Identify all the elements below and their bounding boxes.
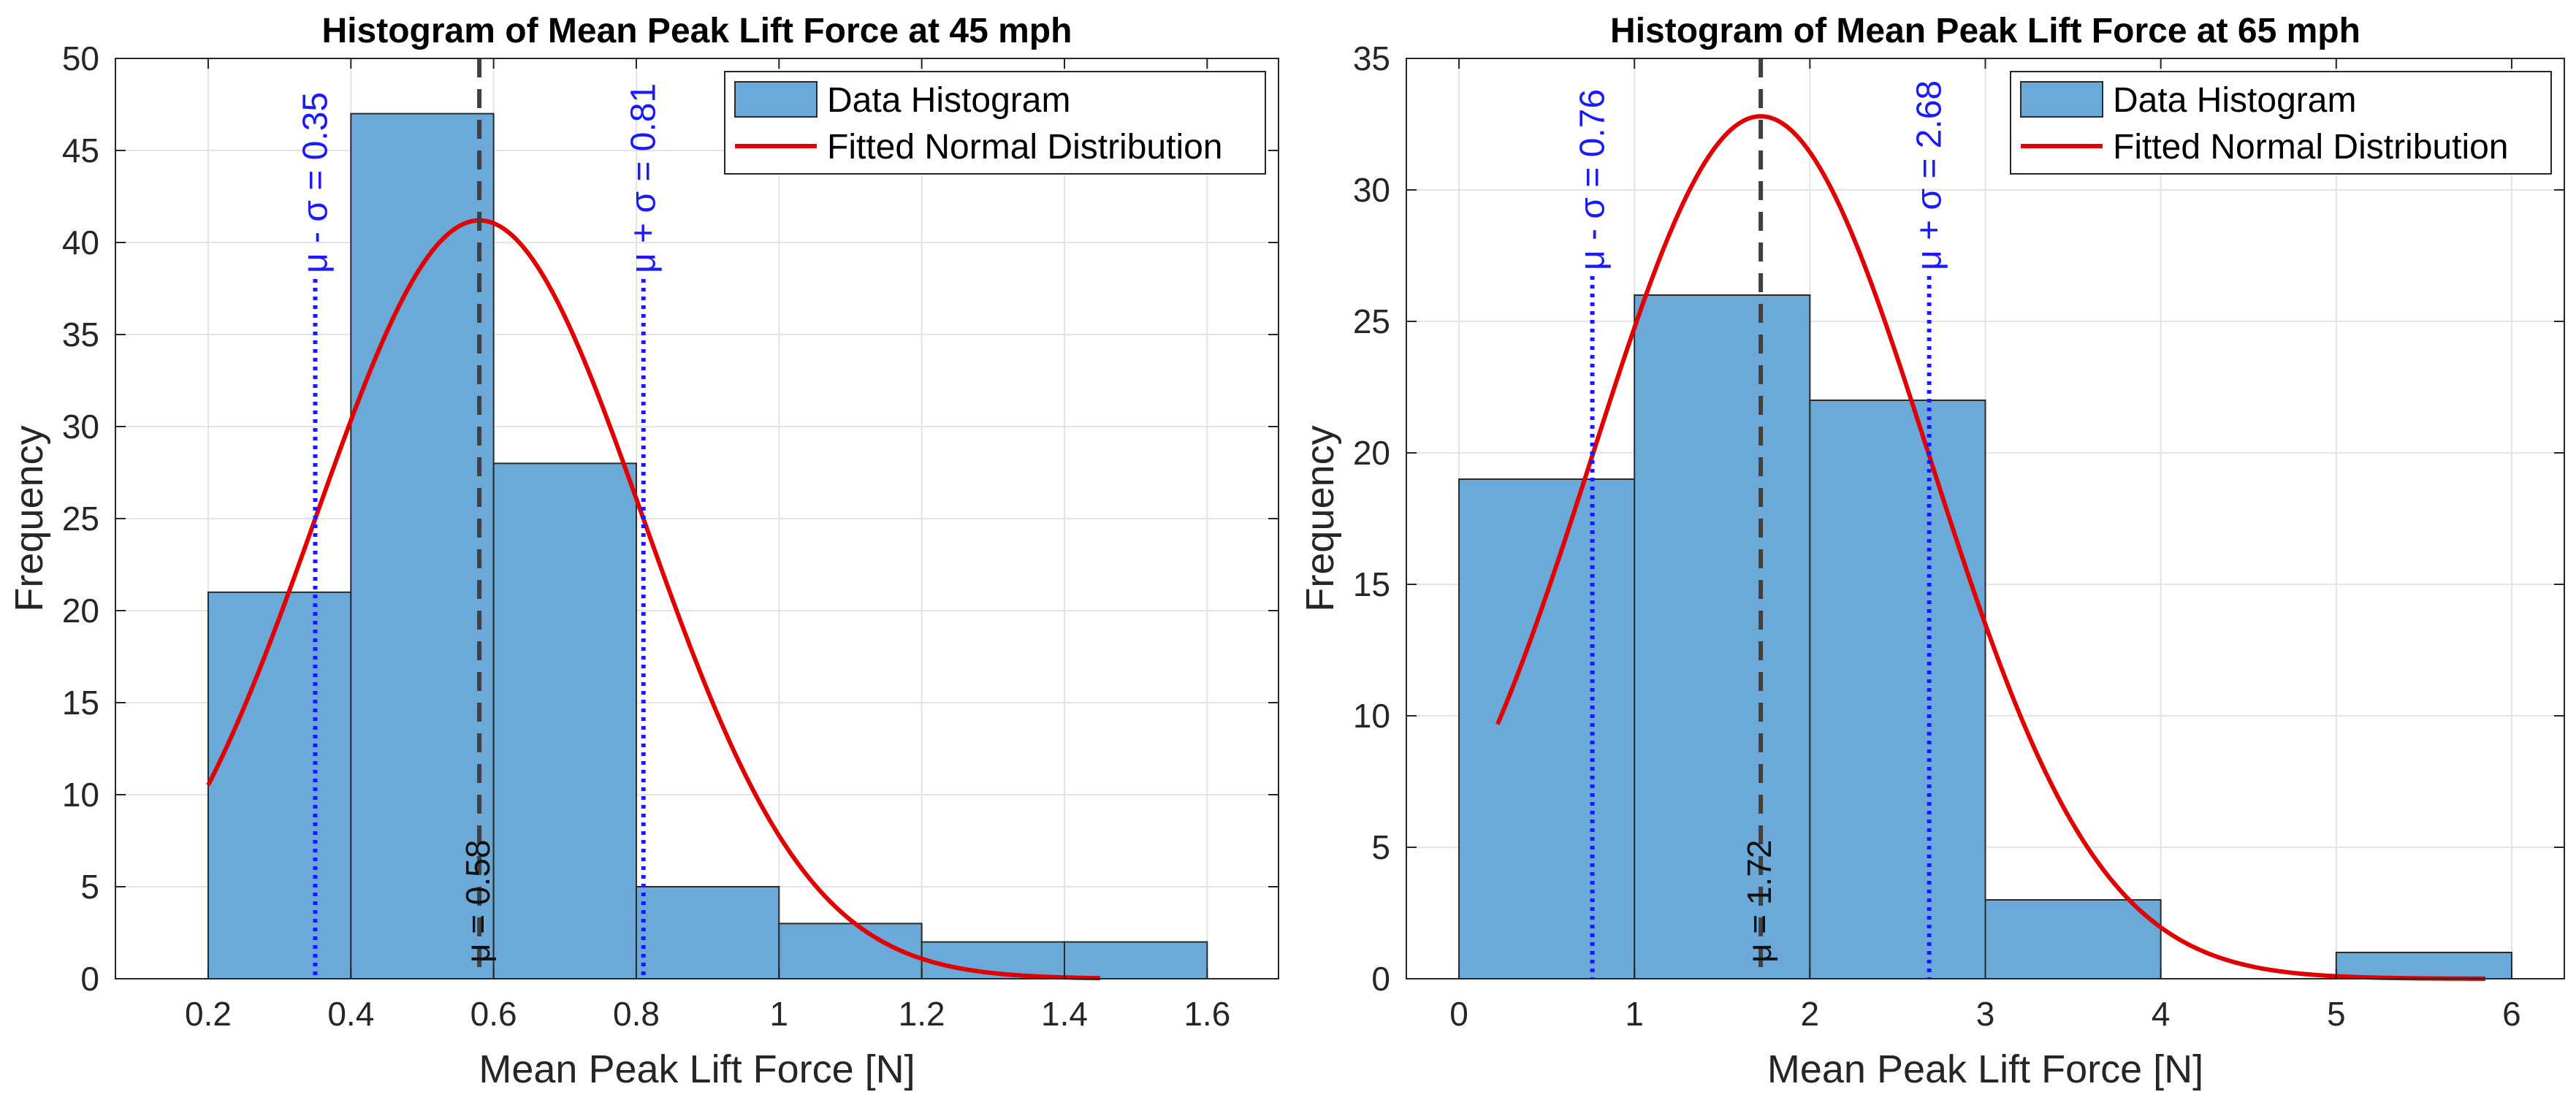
x-tick-label: 1.2	[899, 995, 945, 1033]
y-tick-label: 25	[62, 500, 99, 538]
y-tick-label: 10	[1353, 697, 1390, 735]
x-tick-label: 1	[1625, 995, 1644, 1033]
legend-entry-label: Fitted Normal Distribution	[2113, 128, 2509, 167]
x-tick-label: 0.6	[470, 995, 517, 1033]
legend: Data Histogram Fitted Normal Distribution	[2010, 71, 2552, 175]
histogram-bar	[1063, 941, 1208, 979]
legend-entry-label: Fitted Normal Distribution	[827, 128, 1223, 167]
x-tick-label: 2	[1801, 995, 1820, 1033]
sigma-label: μ - σ = 0.76	[1574, 89, 1612, 270]
chart-title: Histogram of Mean Peak Lift Force at 45 …	[322, 12, 1072, 50]
histogram-bar	[2335, 952, 2512, 979]
x-tick-label: 0	[1449, 995, 1468, 1033]
histogram-bar	[1458, 478, 1636, 979]
chart-2: μ = 1.72μ - σ = 0.76 μ + σ = 2.680 1 2 3 4 5 60…	[1298, 12, 2565, 1091]
sigma-label: μ + σ = 0.81	[625, 83, 663, 273]
histogram-bar	[350, 112, 495, 980]
y-tick-label: 45	[62, 131, 99, 169]
x-tick-label: 1.6	[1184, 995, 1230, 1033]
legend-swatch-histogram	[734, 81, 818, 118]
y-tick-label: 20	[62, 592, 99, 630]
y-tick-label: 30	[1353, 171, 1390, 209]
y-axis-label: Frequency	[7, 425, 51, 611]
y-tick-label: 5	[80, 868, 99, 906]
y-tick-label: 5	[1371, 828, 1390, 866]
histogram-bar	[1634, 294, 1811, 979]
x-tick-label: 0.8	[613, 995, 660, 1033]
histogram-bars	[1458, 294, 2512, 979]
mean-label: μ = 0.58	[459, 840, 497, 963]
x-tick-label: 4	[2152, 995, 2171, 1033]
ticks: 0 1 2 3 4 5 6 0 5 10 15 20 25 30 35	[1353, 39, 2564, 1033]
histogram-bar	[492, 462, 637, 979]
histogram-bar	[635, 886, 780, 979]
histogram-bar	[1984, 899, 2162, 979]
fitted-normal-curve	[1495, 114, 2485, 981]
y-axis-label: Frequency	[1298, 425, 1342, 611]
histogram-bars	[207, 112, 1208, 980]
legend-swatch-histogram	[2020, 81, 2103, 118]
y-tick-label: 30	[62, 408, 99, 446]
x-tick-label: 1.4	[1041, 995, 1088, 1033]
x-tick-label: 3	[1976, 995, 1995, 1033]
sigma-label: μ - σ = 0.35	[296, 92, 335, 273]
y-tick-label: 15	[62, 684, 99, 722]
chart-title: Histogram of Mean Peak Lift Force at 65 …	[1610, 12, 2360, 50]
y-tick-label: 15	[1353, 565, 1390, 603]
y-tick-label: 20	[1353, 434, 1390, 472]
fitted-normal-curve	[206, 218, 1100, 981]
y-tick-label: 10	[62, 776, 99, 814]
x-axis-label: Mean Peak Lift Force [N]	[1767, 1047, 2203, 1091]
sigma-label: μ + σ = 2.68	[1910, 80, 1949, 270]
x-tick-label: 6	[2502, 995, 2521, 1033]
chart-1: μ = 0.58μ - σ = 0.35 μ + σ = 0.810.2 0.4 0.…	[7, 12, 1279, 1091]
x-tick-label: 1	[770, 995, 789, 1033]
mean-label: μ = 1.72	[1740, 840, 1778, 963]
ticks: 0.2 0.4 0.6 0.8 1 1.2 1.4 1.6 0 5 10 15 20 25 30 35 40 45…	[62, 39, 1279, 1033]
y-tick-label: 25	[1353, 302, 1390, 340]
x-tick-label: 5	[2327, 995, 2346, 1033]
histogram-bar	[207, 591, 352, 979]
y-tick-label: 35	[62, 316, 99, 354]
legend-entry-label: Data Histogram	[827, 81, 1070, 120]
x-tick-label: 0.4	[327, 995, 374, 1033]
legend-entry-label: Data Histogram	[2113, 81, 2356, 120]
x-axis-label: Mean Peak Lift Force [N]	[479, 1047, 915, 1091]
x-tick-label: 0.2	[185, 995, 232, 1033]
histogram-bar	[1809, 400, 1986, 979]
y-tick-label: 35	[1353, 39, 1390, 77]
y-tick-label: 0	[1371, 960, 1390, 998]
y-tick-label: 50	[62, 39, 99, 77]
legend: Data Histogram Fitted Normal Distribution	[724, 71, 1266, 175]
y-tick-label: 0	[80, 960, 99, 998]
y-tick-label: 40	[62, 224, 99, 261]
